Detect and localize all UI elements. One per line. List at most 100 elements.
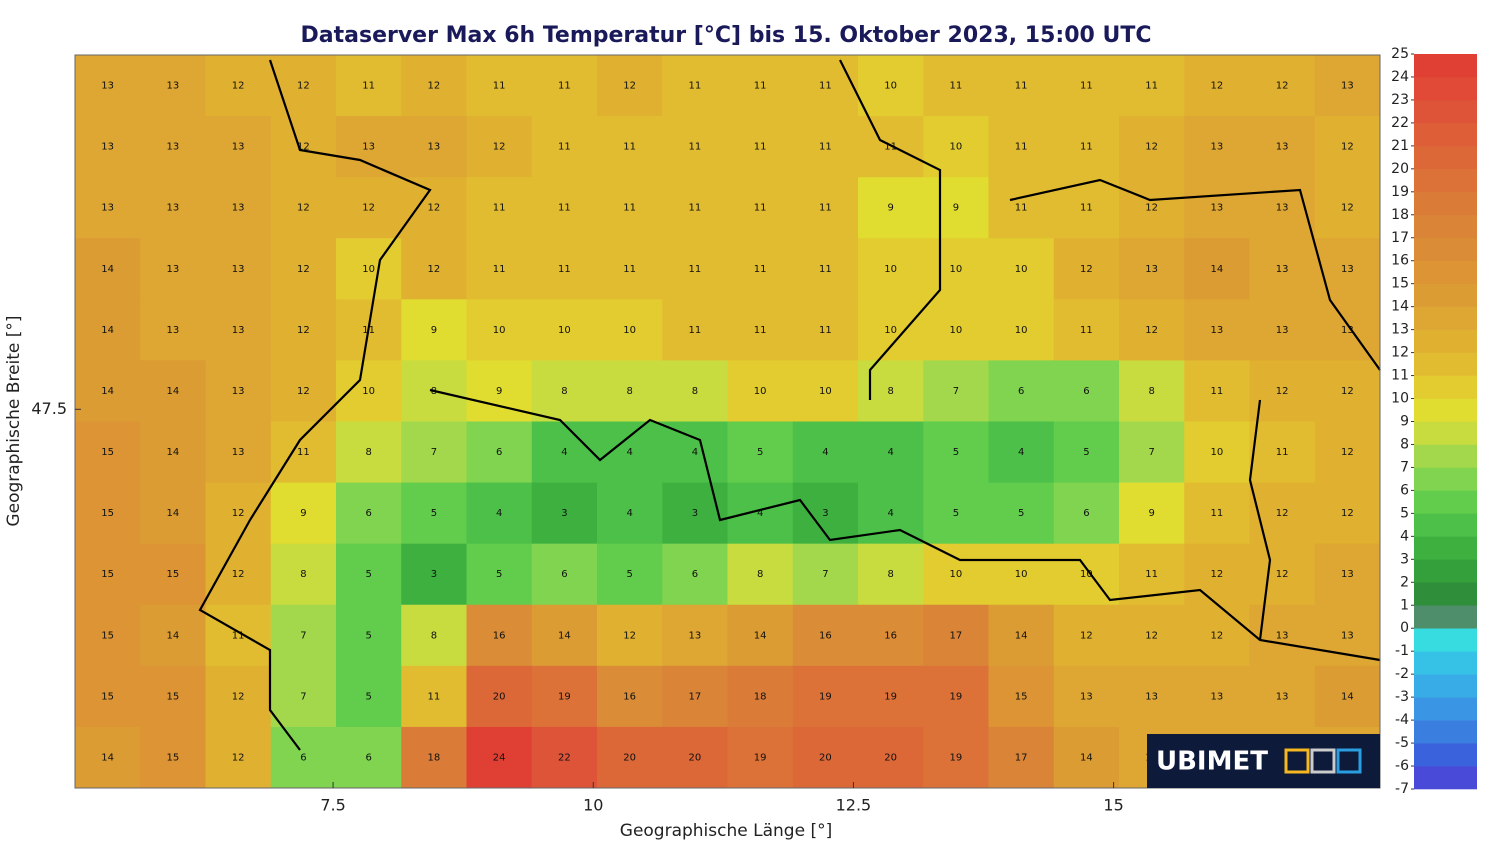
cell-label: 13	[167, 142, 180, 153]
cell	[531, 360, 598, 422]
cell	[727, 482, 794, 545]
cell-label: 7	[300, 691, 306, 702]
cell-label: 12	[1341, 203, 1354, 214]
cell-label: 13	[1080, 691, 1093, 702]
cell	[75, 55, 141, 117]
cell	[466, 116, 533, 178]
cell	[1119, 116, 1185, 178]
colorbar-tick-label: -7	[1395, 781, 1409, 797]
cell-label: 20	[819, 752, 832, 763]
cell	[336, 177, 402, 239]
colorbar-swatch	[1414, 582, 1477, 606]
cell-label: 13	[232, 386, 245, 397]
cell-label: 11	[754, 81, 767, 92]
cell	[597, 238, 663, 300]
cell	[792, 665, 859, 728]
cell-label: 12	[297, 81, 310, 92]
cell	[1249, 116, 1316, 178]
cell	[1314, 238, 1381, 300]
logo-icon	[1336, 748, 1362, 774]
cell-label: 16	[493, 630, 506, 641]
cell	[531, 665, 598, 728]
cell-label: 10	[950, 264, 963, 275]
cell-label: 15	[1015, 691, 1028, 702]
cell	[531, 238, 598, 300]
cell	[792, 726, 859, 789]
cell-label: 10	[1211, 447, 1224, 458]
cell-label: 11	[493, 264, 506, 275]
cell	[597, 360, 663, 422]
cell	[597, 177, 663, 239]
cell-label: 5	[365, 691, 371, 702]
cell	[336, 360, 402, 422]
cell-label: 20	[623, 752, 636, 763]
cell	[1119, 665, 1185, 728]
cell-label: 7	[953, 386, 959, 397]
cell-label: 13	[689, 630, 702, 641]
cell-label: 12	[232, 752, 245, 763]
colorbar-tick-label: 13	[1391, 322, 1409, 338]
cell-label: 11	[1145, 81, 1158, 92]
colorbar-tick-label: 21	[1391, 138, 1409, 154]
cell-label: 11	[1276, 447, 1289, 458]
x-tick-label: 12.5	[836, 796, 872, 815]
cell	[531, 55, 598, 117]
colorbar-swatch	[1414, 513, 1477, 537]
cell-label: 11	[689, 203, 702, 214]
cell	[270, 116, 337, 178]
cell	[270, 482, 337, 545]
cell-label: 4	[626, 508, 632, 519]
cell	[336, 55, 402, 117]
cell-label: 12	[1145, 325, 1158, 336]
cell	[75, 299, 141, 361]
cell	[336, 421, 402, 484]
cell	[727, 726, 794, 789]
cell	[336, 482, 402, 545]
cell-label: 14	[101, 264, 114, 275]
cell-label: 5	[626, 569, 632, 580]
cell-label: 12	[1080, 264, 1093, 275]
cell-label: 11	[1080, 325, 1093, 336]
cell	[336, 116, 402, 178]
colorbar-swatch	[1414, 421, 1477, 445]
cell	[727, 299, 794, 361]
cell	[1249, 299, 1316, 361]
cell-label: 12	[428, 203, 441, 214]
cell	[75, 421, 141, 484]
cell-label: 7	[1148, 447, 1154, 458]
cell	[531, 299, 598, 361]
cell	[401, 55, 467, 117]
chart-title: Dataserver Max 6h Temperatur [°C] bis 15…	[301, 23, 1152, 48]
cell-label: 13	[1211, 142, 1224, 153]
cell	[1053, 360, 1120, 422]
cell	[597, 55, 663, 117]
cell	[792, 177, 859, 239]
cell	[531, 604, 598, 667]
cell-label: 10	[1015, 325, 1028, 336]
cell-label: 3	[431, 569, 437, 580]
cell	[988, 238, 1055, 300]
x-axis-label: Geographische Länge [°]	[620, 821, 832, 841]
cell-label: 17	[950, 630, 963, 641]
cell-label: 13	[428, 142, 441, 153]
cell	[662, 726, 728, 789]
colorbar-swatch	[1414, 605, 1477, 629]
cell-label: 13	[1276, 691, 1289, 702]
cell-label: 11	[558, 81, 571, 92]
cell-label: 13	[1211, 325, 1224, 336]
cell	[1184, 360, 1250, 422]
cell	[988, 543, 1055, 606]
cell	[466, 604, 533, 667]
cell-label: 13	[1341, 81, 1354, 92]
cell-label: 15	[167, 569, 180, 580]
cell-label: 12	[297, 203, 310, 214]
cell-label: 13	[1276, 264, 1289, 275]
cell	[531, 421, 598, 484]
cell	[270, 421, 337, 484]
colorbar-tick-label: 8	[1400, 436, 1409, 452]
cell-label: 14	[101, 752, 114, 763]
colorbar-tick-label: 7	[1400, 459, 1409, 475]
cell	[75, 604, 141, 667]
cell	[140, 421, 206, 484]
cell	[1314, 665, 1381, 728]
